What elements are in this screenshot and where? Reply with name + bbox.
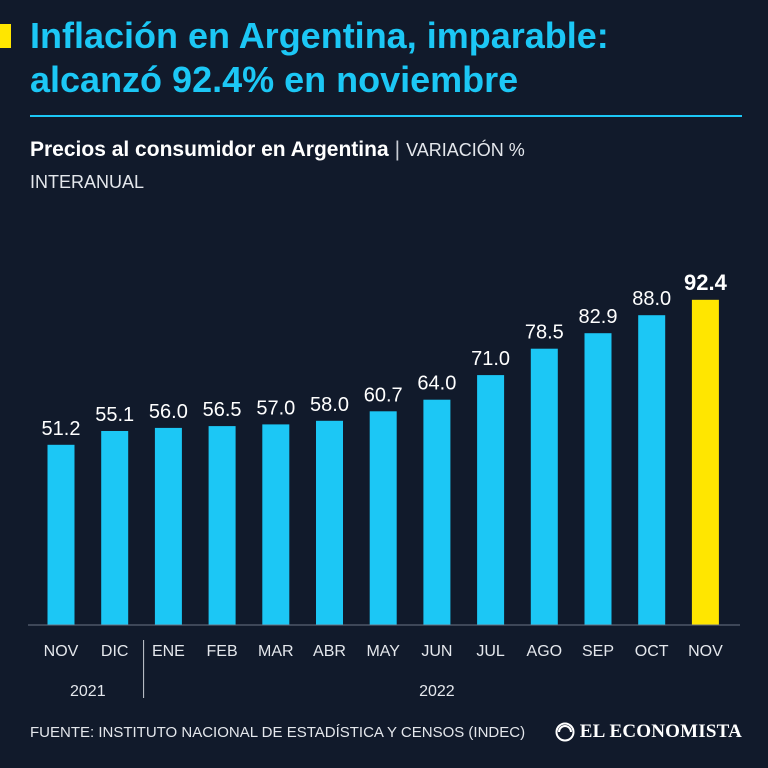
category-label-4: FEB bbox=[207, 643, 238, 660]
bar-3 bbox=[154, 427, 182, 625]
title-divider bbox=[30, 115, 742, 117]
bar-10 bbox=[530, 348, 558, 625]
value-label-8: 64.0 bbox=[417, 373, 456, 395]
category-label-1: NOV bbox=[44, 643, 79, 660]
bar-chart: 51.2 NOV 55.1 DIC 56.0 ENE 56.5 FEB 57.0 MAR 58.0 A… bbox=[28, 270, 740, 700]
value-label-12: 88.0 bbox=[632, 288, 671, 310]
brand-name: EL ECONOMISTA bbox=[579, 721, 742, 742]
value-label-5: 57.0 bbox=[256, 397, 295, 419]
bar-13 bbox=[691, 299, 719, 625]
subtitle-light-1: VARIACIÓN % bbox=[406, 140, 525, 160]
chart-subtitle: Precios al consumidor en Argentina | VARIA… bbox=[30, 134, 730, 198]
category-label-8: JUN bbox=[421, 643, 452, 660]
el-economista-logo-icon bbox=[555, 722, 575, 742]
value-label-1: 51.2 bbox=[42, 418, 81, 440]
year-label-2022: 2022 bbox=[419, 683, 455, 700]
category-label-11: SEP bbox=[582, 643, 614, 660]
headline-line-1: Inflación en Argentina, imparable: bbox=[30, 15, 609, 56]
bar-7 bbox=[369, 411, 397, 625]
subtitle-light-2: INTERANUAL bbox=[30, 172, 145, 192]
category-label-10: AGO bbox=[527, 643, 563, 660]
value-label-6: 58.0 bbox=[310, 394, 349, 416]
value-label-13: 92.4 bbox=[684, 270, 728, 295]
value-label-4: 56.5 bbox=[203, 399, 242, 421]
category-label-5: MAR bbox=[258, 643, 294, 660]
bar-2 bbox=[101, 431, 129, 625]
bar-5 bbox=[262, 424, 290, 625]
category-label-13: NOV bbox=[688, 643, 723, 660]
category-label-3: ENE bbox=[152, 643, 185, 660]
bar-11 bbox=[584, 333, 612, 625]
category-label-2: DIC bbox=[101, 643, 129, 660]
headline-line-2: alcanzó 92.4% en noviembre bbox=[30, 59, 519, 100]
subtitle-bold: Precios al consumidor en Argentina bbox=[30, 138, 389, 161]
bar-6 bbox=[316, 420, 343, 625]
subtitle-separator: | bbox=[394, 138, 401, 161]
bar-1 bbox=[47, 444, 75, 625]
value-label-11: 82.9 bbox=[579, 306, 618, 328]
brand: EL ECONOMISTA bbox=[555, 721, 742, 743]
value-label-3: 56.0 bbox=[149, 401, 188, 423]
source-note: FUENTE: INSTITUTO NACIONAL DE ESTADÍSTIC… bbox=[30, 724, 526, 741]
bar-8 bbox=[423, 399, 451, 625]
value-label-10: 78.5 bbox=[525, 322, 564, 344]
category-label-7: MAY bbox=[366, 643, 400, 660]
value-label-2: 55.1 bbox=[95, 404, 134, 426]
year-label-2021: 2021 bbox=[70, 683, 106, 700]
value-label-7: 60.7 bbox=[364, 384, 403, 406]
accent-bar bbox=[0, 24, 11, 48]
value-label-9: 71.0 bbox=[471, 348, 510, 370]
category-label-9: JUL bbox=[476, 643, 505, 660]
headline: Inflación en Argentina, imparable: alcan… bbox=[30, 14, 750, 102]
bar-9 bbox=[477, 375, 505, 625]
category-label-6: ABR bbox=[313, 643, 346, 660]
category-label-12: OCT bbox=[635, 643, 669, 660]
bar-4 bbox=[208, 426, 236, 625]
bar-12 bbox=[638, 315, 666, 625]
